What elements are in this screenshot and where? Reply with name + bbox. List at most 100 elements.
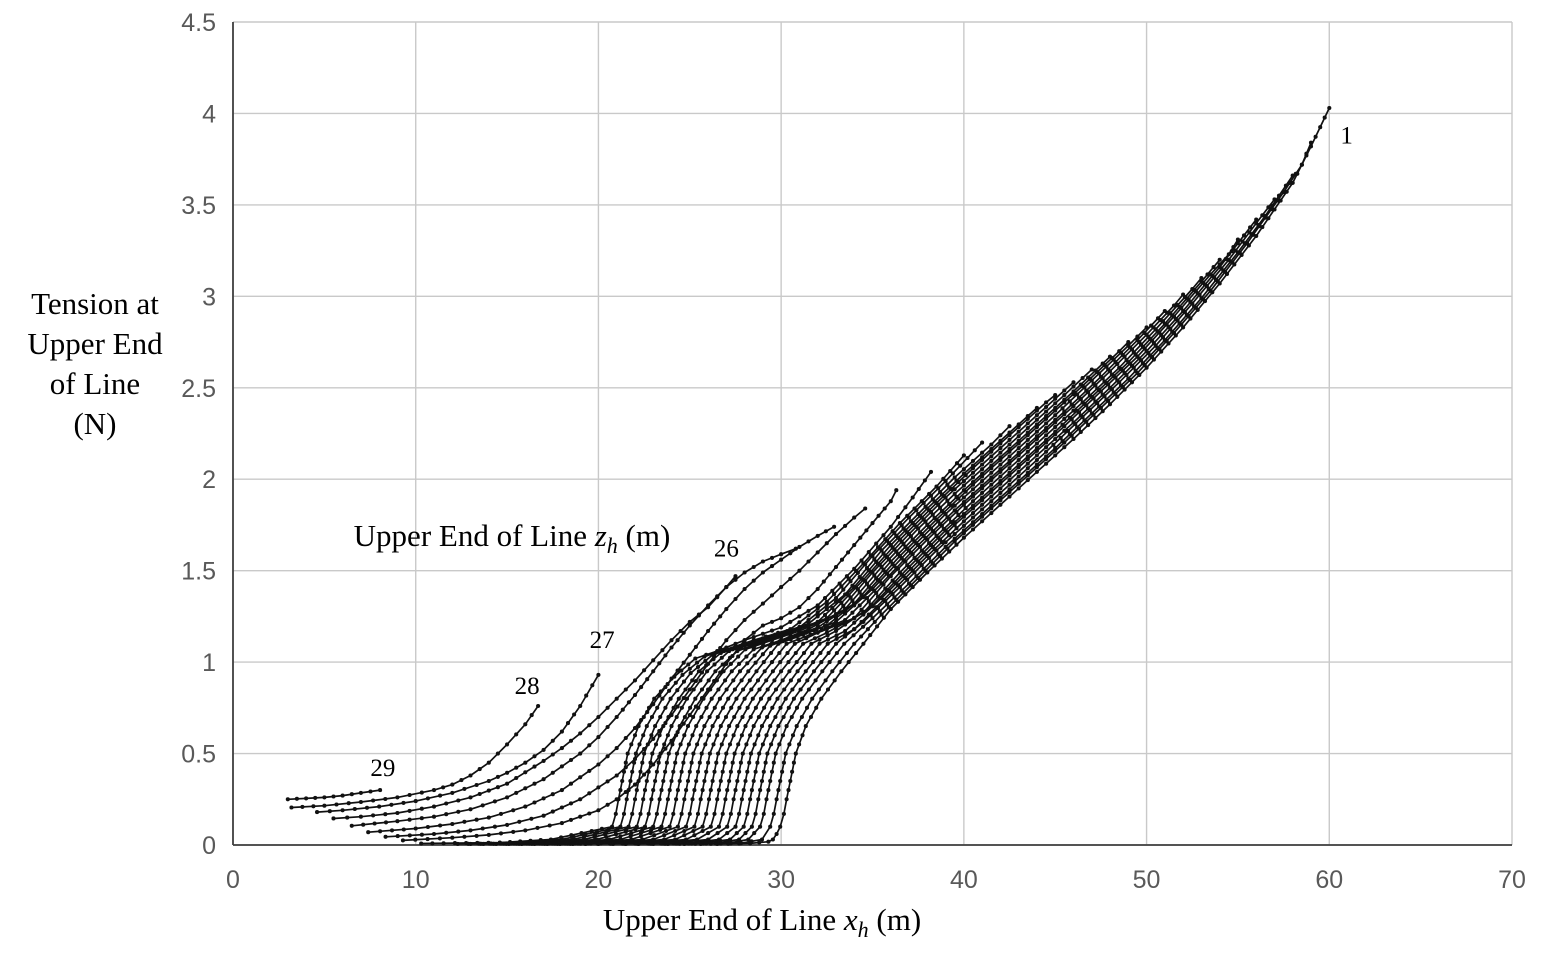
curve-marker (1144, 325, 1149, 330)
curve-marker (917, 530, 923, 535)
curve-marker (1075, 425, 1080, 430)
curve-path (384, 507, 867, 838)
curve-marker (371, 813, 376, 818)
curve-marker (956, 513, 961, 518)
curve-marker (650, 751, 655, 756)
curve-marker (1060, 422, 1065, 427)
curve-marker (688, 671, 693, 676)
curve-marker (864, 528, 869, 533)
curve-marker (698, 797, 703, 802)
curve-marker (1034, 441, 1039, 446)
curve-marker (495, 751, 500, 756)
y-tick-label: 1 (202, 649, 216, 677)
curve-marker (1067, 399, 1072, 404)
curve-marker (737, 669, 743, 674)
curve-marker (881, 615, 886, 620)
curve-marker (703, 658, 708, 663)
curve-marker (810, 696, 815, 701)
curve-marker (919, 548, 924, 553)
y-axis-title-line-1: Tension at (31, 286, 159, 321)
curve-marker (651, 824, 656, 829)
curve-marker (769, 650, 774, 656)
curve-marker (653, 742, 659, 747)
curve-marker (1117, 365, 1122, 370)
curve-marker (765, 687, 770, 692)
curve-marker (811, 669, 817, 674)
curve-marker (665, 797, 670, 802)
curve-marker (768, 824, 773, 829)
curve-marker (998, 467, 1003, 472)
curve-marker (952, 532, 957, 537)
curve-marker (797, 614, 802, 619)
curve-marker (1084, 388, 1089, 393)
curve-marker (710, 724, 715, 729)
curve-marker (651, 658, 656, 663)
curve-marker (673, 680, 678, 685)
curve-marker (729, 669, 734, 674)
curve-marker (419, 806, 424, 811)
curve-marker (1093, 368, 1098, 373)
curve-marker (459, 778, 464, 783)
curve-marker (313, 795, 318, 800)
curve-marker (769, 769, 775, 774)
curve-marker (1053, 396, 1058, 401)
curve-marker (787, 742, 792, 747)
curve-marker (1051, 442, 1056, 447)
curve-marker (1076, 395, 1082, 400)
curve-marker (514, 775, 519, 781)
curve-marker (881, 533, 886, 538)
curve-marker (687, 811, 692, 816)
curve-marker (925, 522, 930, 527)
curve-zh-25 (349, 546, 798, 828)
curve-marker (980, 455, 985, 460)
curve-marker (550, 738, 555, 743)
curve-marker (830, 605, 835, 611)
curve-marker (687, 713, 692, 718)
curve-marker (827, 660, 832, 665)
curve-marker (1308, 140, 1314, 145)
curve-marker (788, 551, 793, 556)
curve-marker (1155, 316, 1161, 321)
curve-marker (654, 769, 659, 774)
curve-marker (843, 523, 848, 528)
curve-marker (587, 743, 592, 748)
curve-marker (844, 650, 849, 656)
curve-marker (1053, 453, 1058, 458)
curve-marker (704, 705, 709, 710)
curve-marker (749, 839, 754, 844)
curve-marker (885, 602, 890, 607)
curve-marker (614, 797, 619, 802)
curve-marker (538, 838, 543, 843)
curve-marker (768, 724, 773, 729)
curve-marker (815, 603, 820, 608)
curve-marker (529, 713, 534, 718)
curve-marker (916, 511, 921, 517)
curve-marker (888, 499, 893, 504)
curve-marker (706, 837, 711, 842)
curve-marker (311, 804, 316, 809)
curve-marker (692, 824, 697, 829)
curve-marker (1278, 198, 1283, 203)
curve-marker (779, 552, 784, 557)
curve-marker (757, 687, 762, 692)
curve-marker (1086, 406, 1091, 411)
curve-marker (948, 468, 953, 474)
curve-marker (1175, 303, 1180, 308)
curve-marker (497, 840, 502, 845)
curve-marker (285, 797, 290, 802)
curve-marker (833, 641, 839, 646)
curve-marker (1199, 279, 1204, 284)
curve-marker (779, 616, 784, 621)
curve-marker (755, 678, 761, 683)
curve-marker (989, 454, 994, 459)
curve-marker (815, 606, 820, 611)
curve-marker (505, 795, 510, 800)
curve-marker (739, 733, 744, 738)
curve-marker (681, 630, 686, 635)
curve-marker (881, 551, 886, 556)
curve-marker (651, 837, 656, 842)
curve-marker (916, 486, 921, 492)
curve-path (469, 441, 983, 845)
curve-marker (706, 760, 711, 765)
curve-marker (1053, 417, 1058, 422)
